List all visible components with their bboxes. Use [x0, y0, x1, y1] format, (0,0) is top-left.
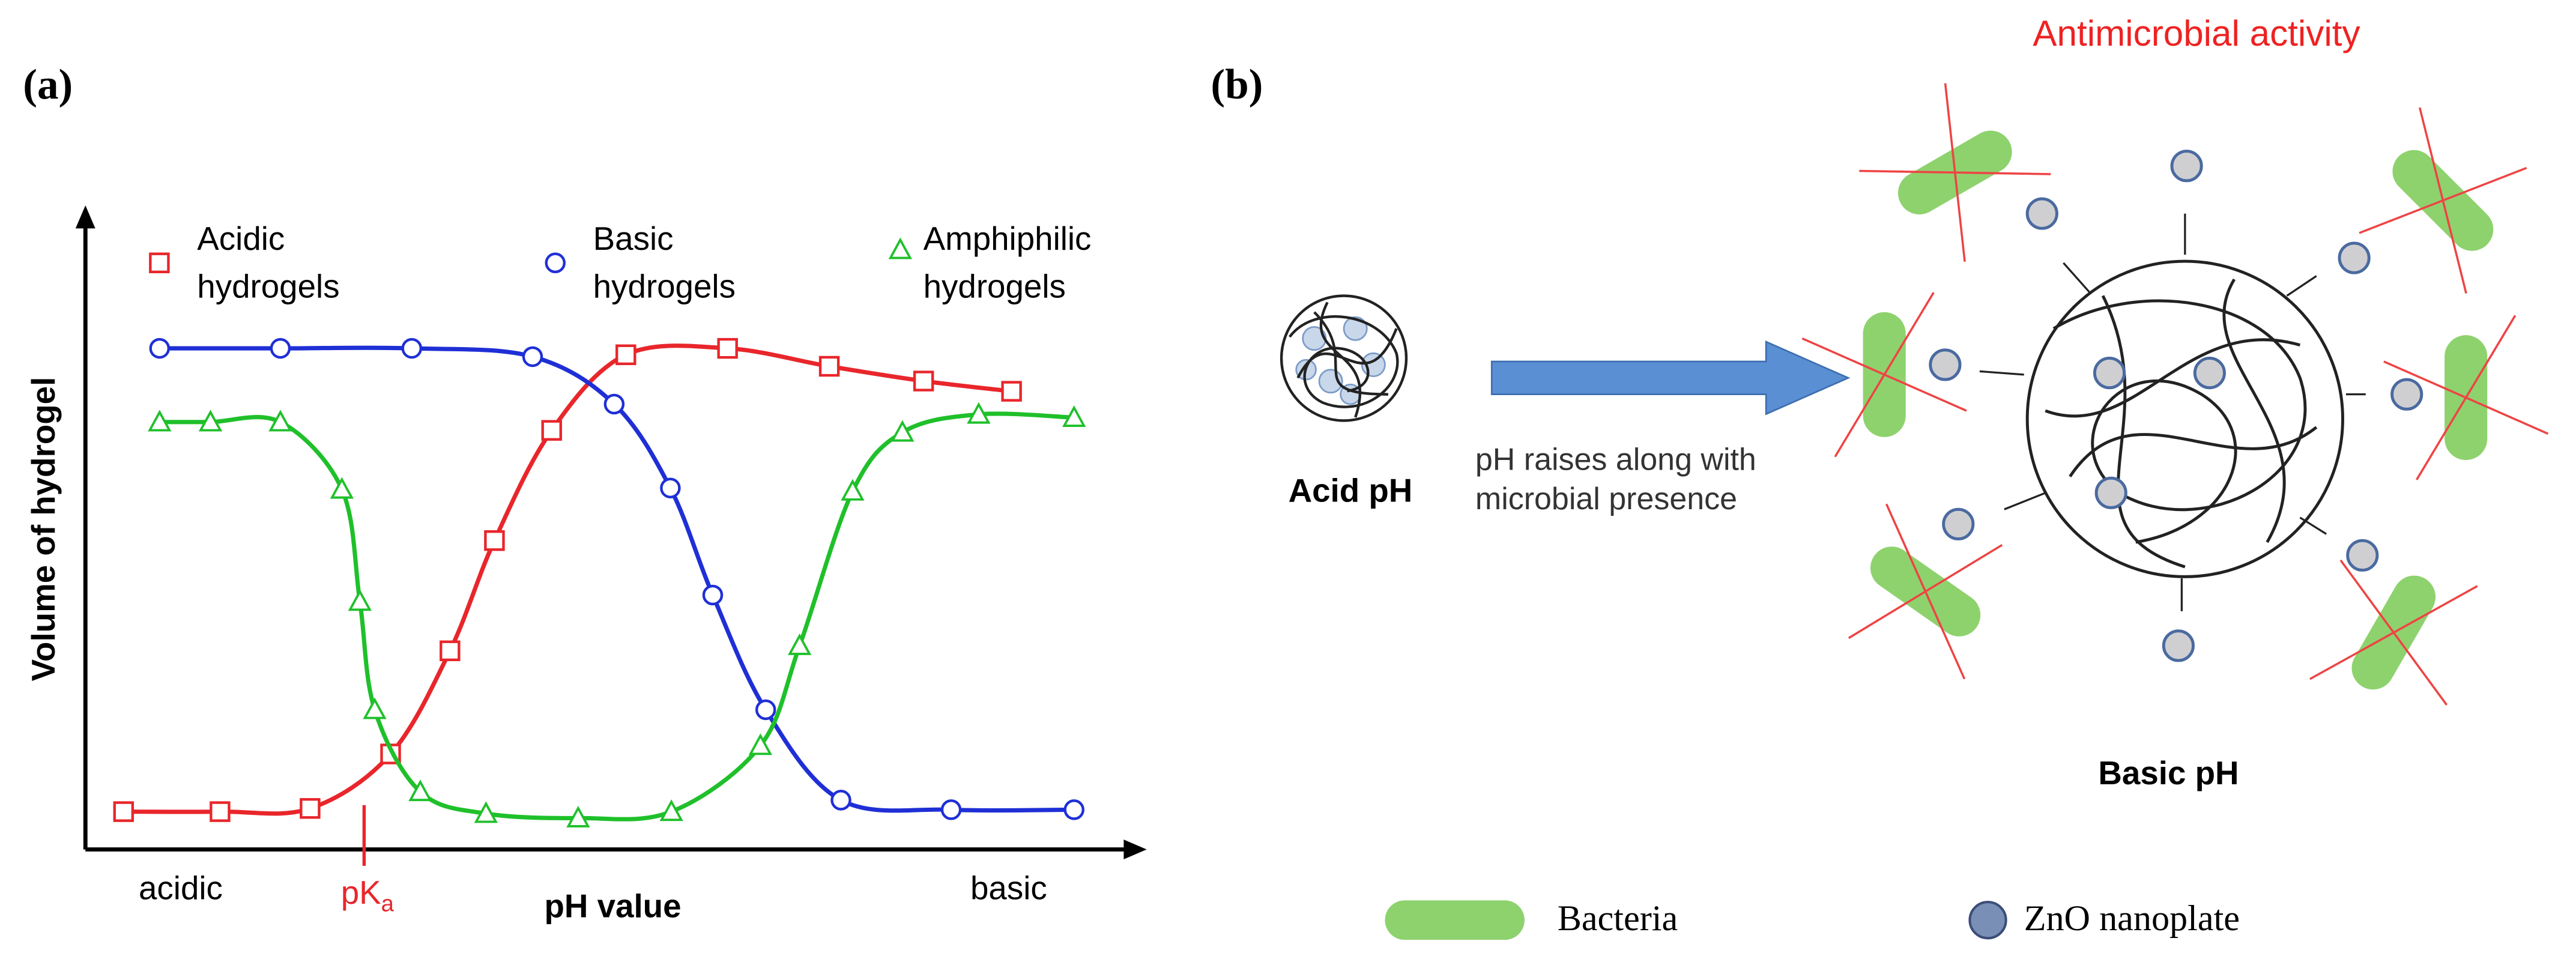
- marker: [913, 371, 934, 392]
- legend-line: hydrogels: [197, 268, 339, 305]
- basic-particle: [2025, 259, 2344, 578]
- pka-label: pKa: [341, 874, 395, 917]
- legend-marker: [888, 237, 912, 259]
- legend-marker: [545, 252, 566, 274]
- marker: [440, 640, 461, 662]
- marker: [717, 337, 738, 359]
- marker: [1062, 405, 1086, 427]
- marker: [748, 733, 773, 755]
- legend-line: Basic: [593, 220, 683, 258]
- marker: [363, 697, 387, 719]
- panel-label: (a): [23, 61, 73, 108]
- marker: [210, 801, 231, 822]
- legend-swatch: [1385, 900, 1525, 940]
- marker: [702, 584, 724, 606]
- marker: [198, 410, 223, 432]
- marker: [148, 410, 172, 432]
- cross: [1944, 83, 1966, 262]
- basic-label: Basic pH: [2098, 754, 2239, 791]
- legend-label: Basic hydrogels: [593, 220, 736, 305]
- nanoplate: [2093, 357, 2126, 390]
- legend-label: ZnO nanoplate: [2024, 898, 2240, 939]
- marker: [818, 355, 840, 377]
- marker: [408, 779, 432, 802]
- nanoplate: [2025, 197, 2058, 230]
- acid-label: Acid pH: [1289, 471, 1413, 509]
- marker: [300, 798, 321, 819]
- cross: [2359, 166, 2527, 234]
- marker: [566, 805, 590, 827]
- marker: [940, 799, 962, 820]
- x-end-label: basic: [970, 869, 1047, 906]
- marker: [149, 337, 171, 359]
- nanoplate-group: [1929, 150, 2423, 662]
- nanoplate: [2094, 476, 2127, 509]
- marker: [401, 337, 423, 359]
- legend-line: Amphiphilic: [924, 220, 1101, 258]
- x-axis-label: pH value: [544, 888, 681, 925]
- arrow-text: pH raises along with: [1475, 443, 1756, 477]
- marker: [1001, 381, 1022, 402]
- cross: [2339, 559, 2448, 706]
- cross: [2383, 360, 2549, 435]
- marker: [268, 410, 292, 432]
- marker: [659, 799, 683, 821]
- cross: [1801, 337, 1967, 412]
- marker: [270, 337, 291, 359]
- nanoplate: [1929, 348, 1962, 381]
- panel-label: (b): [1211, 61, 1263, 108]
- marker: [660, 477, 681, 498]
- legend-line: hydrogels: [924, 268, 1066, 305]
- title: Antimicrobial activity: [2033, 13, 2360, 53]
- panel-b: (b) Antimicrobial activity Acid pH pH ra…: [1211, 13, 2549, 940]
- pka-main: pK: [341, 874, 381, 912]
- marker: [330, 477, 354, 499]
- legend-label: Amphiphilic hydrogels: [924, 220, 1101, 305]
- legend-marker: [149, 252, 170, 274]
- release-arrows: [1979, 213, 2366, 611]
- bacteria-group: [1801, 83, 2549, 706]
- nanoplate: [2346, 539, 2379, 572]
- marker: [967, 402, 991, 424]
- nanoplate: [2390, 378, 2423, 411]
- legend-label: Acidic hydrogels: [197, 220, 339, 305]
- legend-label: Bacteria: [1558, 898, 1678, 939]
- marker: [830, 790, 851, 811]
- marker: [474, 801, 498, 823]
- marker: [484, 530, 505, 551]
- marker: [541, 420, 562, 441]
- y-axis-label: Volume of hydrogel: [25, 377, 62, 682]
- marker: [603, 393, 625, 415]
- marker: [890, 420, 915, 442]
- legend-line: Acidic: [197, 220, 294, 258]
- nanoplate: [2170, 150, 2203, 183]
- marker: [841, 479, 865, 501]
- x-end-label: acidic: [139, 869, 223, 906]
- plot-a: [75, 205, 1147, 859]
- marker: [755, 699, 776, 721]
- series-line: [159, 411, 1074, 821]
- cross: [1848, 543, 2003, 640]
- y-axis-arrow: [75, 205, 95, 229]
- marker: [615, 344, 636, 366]
- series-line: [159, 345, 1074, 813]
- nanoplate: [2162, 629, 2195, 662]
- nanoplate: [1942, 507, 1975, 540]
- arrow-text: microbial presence: [1475, 482, 1737, 516]
- nanoplate: [2338, 241, 2371, 274]
- x-axis-arrow: [1123, 839, 1147, 859]
- pka-sub: a: [381, 891, 395, 917]
- legend-line: hydrogels: [593, 268, 736, 305]
- marker: [113, 801, 135, 822]
- nanoplate: [2193, 357, 2226, 390]
- arrow: [1490, 340, 1851, 416]
- marker: [522, 346, 543, 368]
- marker: [788, 633, 812, 655]
- legend-swatch: [1968, 901, 2007, 940]
- acid-particle: [1280, 294, 1408, 422]
- marker: [1063, 799, 1084, 820]
- marker: [348, 589, 372, 611]
